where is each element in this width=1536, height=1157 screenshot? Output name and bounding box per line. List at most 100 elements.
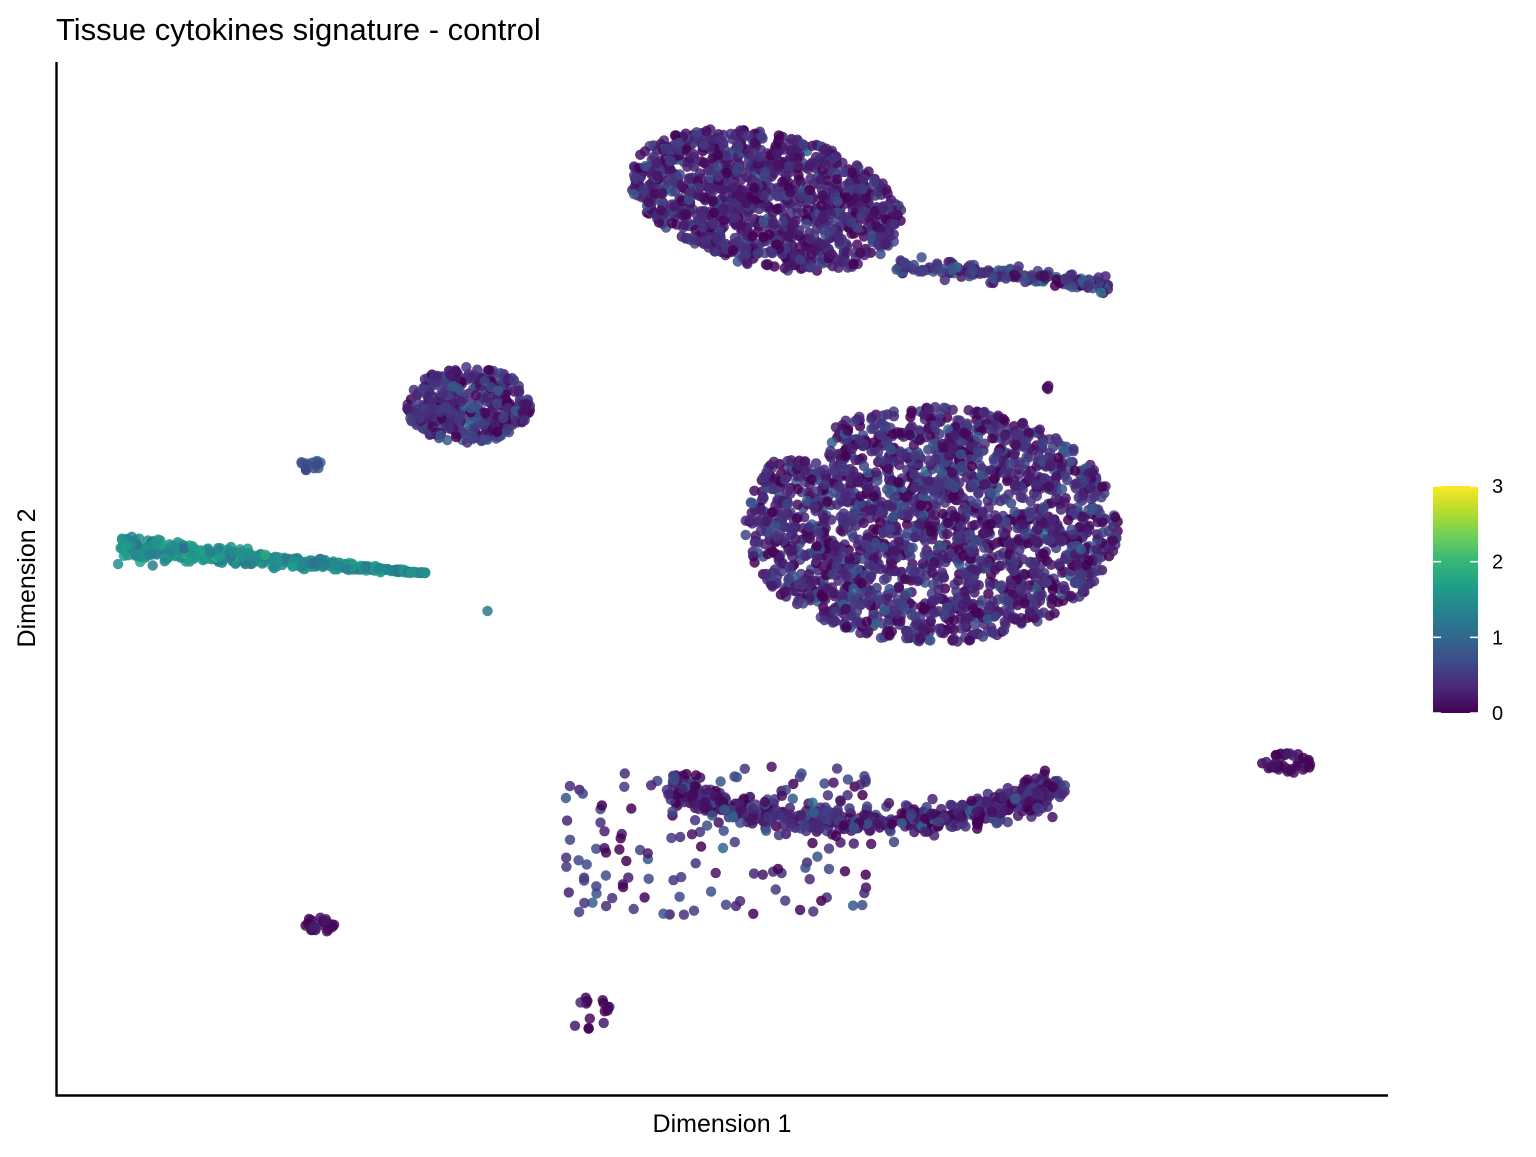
data-point: [332, 560, 343, 572]
data-point: [1031, 490, 1043, 502]
data-point: [957, 800, 968, 811]
data-point: [944, 450, 955, 461]
data-point: [480, 433, 492, 445]
data-point: [937, 549, 948, 561]
data-point: [995, 495, 1006, 507]
data-point: [360, 561, 371, 573]
data-point: [851, 222, 863, 233]
data-point: [144, 549, 155, 560]
data-point: [639, 892, 650, 903]
data-point: [949, 482, 960, 493]
data-point: [1030, 773, 1042, 784]
data-point: [1056, 536, 1067, 547]
data-point: [312, 458, 324, 470]
data-point: [750, 799, 761, 810]
data-point: [760, 259, 772, 270]
data-point: [829, 616, 840, 627]
data-point: [959, 586, 970, 597]
data-point: [745, 514, 756, 525]
cluster-left-streak: [112, 531, 431, 579]
data-point: [833, 481, 844, 492]
data-point: [801, 218, 812, 230]
data-point: [918, 603, 930, 615]
data-point: [927, 793, 938, 805]
data-point: [800, 465, 811, 476]
data-point: [836, 459, 847, 470]
data-point: [870, 618, 881, 629]
data-point: [902, 491, 913, 502]
data-point: [772, 191, 783, 202]
data-point: [793, 578, 804, 590]
data-point: [491, 398, 502, 409]
data-point: [621, 855, 632, 867]
data-point: [788, 523, 799, 534]
cluster-upper-left: [402, 362, 536, 448]
data-point: [998, 467, 1010, 479]
data-point: [787, 545, 798, 556]
data-point: [890, 546, 901, 557]
data-point: [451, 431, 462, 443]
data-point: [808, 807, 819, 818]
data-point: [665, 155, 676, 167]
data-point: [1051, 492, 1062, 503]
data-point: [498, 412, 509, 424]
data-point: [891, 608, 902, 619]
data-point: [1053, 452, 1064, 463]
data-point: [905, 810, 916, 821]
data-point: [1076, 568, 1088, 579]
data-point: [813, 527, 824, 539]
data-point: [972, 823, 983, 834]
data-point: [518, 399, 529, 410]
data-point: [341, 563, 352, 575]
data-point: [855, 247, 866, 259]
data-point: [707, 196, 719, 207]
data-point: [1043, 481, 1055, 492]
data-point: [926, 808, 937, 820]
data-point: [972, 431, 984, 443]
data-point: [690, 770, 702, 781]
data-point: [729, 212, 740, 223]
data-point: [855, 491, 866, 502]
data-point: [1015, 617, 1027, 628]
data-point: [910, 531, 921, 543]
data-point: [698, 139, 709, 151]
data-point: [927, 567, 938, 578]
data-point: [783, 160, 795, 172]
data-point: [934, 428, 945, 440]
data-point: [782, 498, 794, 509]
data-point: [412, 389, 423, 401]
data-point: [1110, 512, 1121, 523]
data-point: [688, 905, 700, 916]
data-point: [698, 157, 709, 168]
data-point: [916, 252, 927, 263]
data-point: [753, 516, 764, 528]
data-point: [970, 607, 982, 618]
data-point: [832, 196, 843, 207]
data-point: [785, 488, 796, 499]
data-point: [794, 224, 805, 236]
data-point: [690, 798, 701, 809]
data-point: [701, 820, 713, 831]
data-point: [783, 574, 794, 585]
data-point: [859, 438, 870, 450]
data-point: [1095, 287, 1107, 298]
data-point: [727, 181, 738, 192]
data-point: [816, 200, 827, 211]
data-point: [719, 191, 730, 202]
data-point: [966, 461, 977, 472]
data-point: [914, 518, 925, 530]
data-point: [828, 465, 840, 476]
data-point: [1022, 583, 1033, 595]
data-point: [450, 365, 461, 376]
data-point: [861, 818, 873, 829]
data-point: [1044, 460, 1056, 471]
data-point: [461, 362, 472, 373]
data-point: [213, 542, 224, 554]
data-point: [790, 533, 801, 545]
data-point: [1094, 508, 1106, 519]
data-point: [784, 137, 795, 149]
data-point: [1071, 478, 1082, 489]
data-point: [979, 542, 990, 553]
data-point: [863, 166, 874, 177]
data-point: [830, 830, 842, 842]
